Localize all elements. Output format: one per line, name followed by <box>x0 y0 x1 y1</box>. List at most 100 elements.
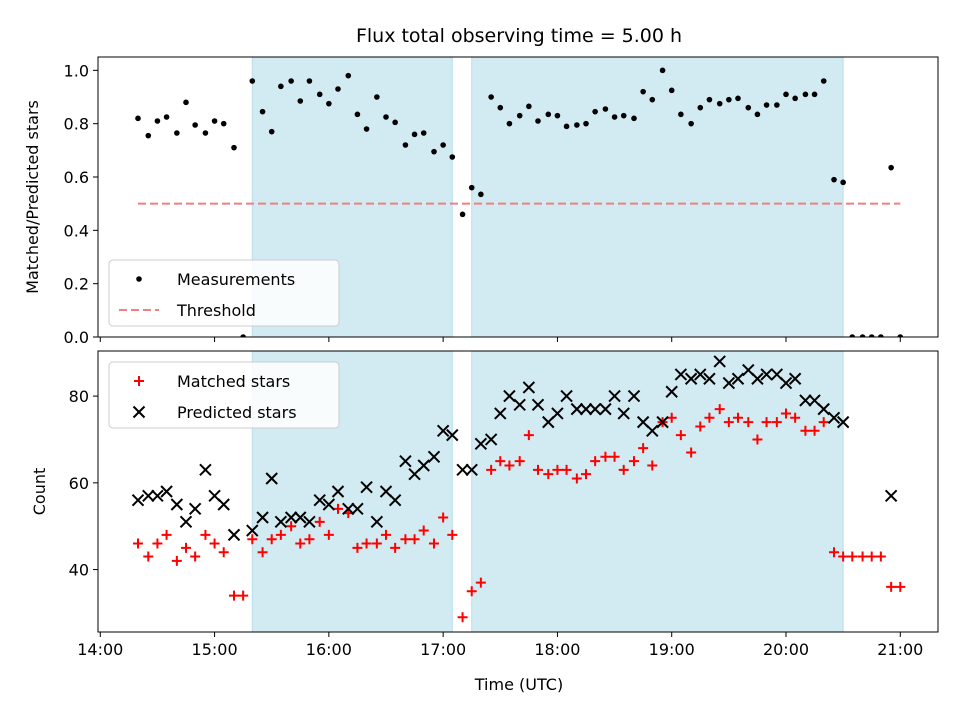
predicted-stars-point <box>503 389 516 403</box>
predicted-stars-point <box>179 515 193 529</box>
chart-title: Flux total observing time = 5.00 h <box>356 25 682 47</box>
measurements-point <box>659 67 666 74</box>
measurements-point <box>583 120 589 127</box>
predicted-stars-point <box>465 463 478 477</box>
measurements-point <box>716 100 723 107</box>
measurements-point <box>411 131 418 138</box>
matched-stars-point <box>714 404 725 415</box>
matched-stars-point <box>229 590 239 601</box>
matched-stars-point <box>371 538 382 549</box>
measurements-point <box>563 123 570 130</box>
matched-stars-point <box>743 417 754 428</box>
measurements-point <box>611 114 618 120</box>
predicted-stars-point <box>560 389 573 403</box>
legend-label: Threshold <box>176 301 256 320</box>
measurements-point <box>620 112 627 119</box>
matched-stars-point <box>409 534 420 545</box>
predicted-stars-point <box>513 398 526 411</box>
matched-stars-point <box>666 412 677 423</box>
predicted-stars-point <box>446 428 459 442</box>
measurements-point <box>745 104 752 111</box>
predicted-stars-point <box>713 355 726 368</box>
measurements-point <box>449 154 456 160</box>
measurements-point <box>288 78 294 84</box>
matched-stars-point <box>514 456 525 467</box>
matched-stars-point <box>466 586 477 597</box>
measurements-point <box>545 111 552 118</box>
matched-stars-point <box>581 469 591 480</box>
matched-stars-point <box>629 456 639 467</box>
x-tick-label: 14:00 <box>77 640 123 659</box>
predicted-stars-point <box>836 415 850 429</box>
measurements-point <box>840 179 846 186</box>
matched-stars-point <box>590 456 601 467</box>
matched-stars-point <box>190 551 201 562</box>
matched-stars-point <box>418 525 429 536</box>
plot-area <box>135 67 904 337</box>
measurements-point <box>478 191 484 198</box>
predicted-stars-point <box>284 511 298 524</box>
measurements-point <box>145 132 152 139</box>
matched-stars-point <box>504 460 515 471</box>
matched-stars-point <box>152 538 163 549</box>
measurements-point <box>820 78 827 84</box>
matched-stars-point <box>486 464 497 475</box>
measurements-point <box>592 108 598 115</box>
predicted-stars-point <box>474 437 488 451</box>
legend-box <box>108 259 340 327</box>
legend-label: Matched stars <box>177 372 290 391</box>
measurements-point <box>783 91 789 98</box>
predicted-stars-point <box>331 485 345 498</box>
axes-frame <box>97 56 939 338</box>
matched-stars-point <box>790 412 801 423</box>
measurements-point <box>383 114 389 120</box>
matched-stars-point <box>866 551 877 562</box>
matched-stars-point <box>381 529 391 540</box>
measurements-point <box>516 112 523 119</box>
matched-stars-point <box>886 581 897 592</box>
measurements-point <box>649 96 656 103</box>
predicted-stars-point <box>322 498 336 511</box>
legend: Matched stars Predicted stars <box>108 361 340 429</box>
legend-marker <box>136 276 142 282</box>
matched-stars-point <box>143 551 154 562</box>
measurements-point <box>859 334 866 337</box>
plot-area <box>131 355 906 623</box>
y-tick-label: 0.2 <box>64 275 89 294</box>
matched-stars-point <box>181 542 191 553</box>
measurements-point <box>431 148 437 155</box>
measurements-point <box>497 104 504 111</box>
measurements-point <box>792 95 798 102</box>
measurements-point <box>506 120 513 127</box>
predicted-stars-point <box>313 493 326 507</box>
measurements-point <box>468 184 475 191</box>
measurements-point <box>345 72 352 79</box>
measurements-point <box>231 144 237 151</box>
predicted-stars-point <box>646 424 659 437</box>
predicted-stars-point <box>265 472 278 485</box>
predicted-stars-point <box>760 368 773 381</box>
predicted-stars-point <box>351 502 364 516</box>
matched-stars-point <box>390 542 401 553</box>
predicted-stars-point <box>342 502 355 516</box>
predicted-stars-point <box>131 493 145 507</box>
matched-stars-point <box>618 464 629 475</box>
y-axis-label: Matched/Predicted stars <box>23 100 42 294</box>
legend-label: Measurements <box>177 270 295 289</box>
predicted-stars-point <box>360 480 373 494</box>
measurements-point <box>192 122 198 128</box>
predicted-stars-point <box>579 402 593 416</box>
x-tick-label: 19:00 <box>649 640 695 659</box>
matched-stars-point <box>238 590 249 601</box>
predicted-stars-point <box>674 368 688 381</box>
measurements-point <box>554 112 561 119</box>
matched-stars-point <box>761 417 772 428</box>
matched-stars-point <box>675 430 686 441</box>
matched-stars-point <box>438 512 449 523</box>
matched-stars-point <box>752 434 763 445</box>
legend-marker <box>132 405 146 419</box>
predicted-stars-point <box>570 402 584 416</box>
matched-stars-point <box>875 551 886 562</box>
predicted-stars-point <box>188 502 202 516</box>
